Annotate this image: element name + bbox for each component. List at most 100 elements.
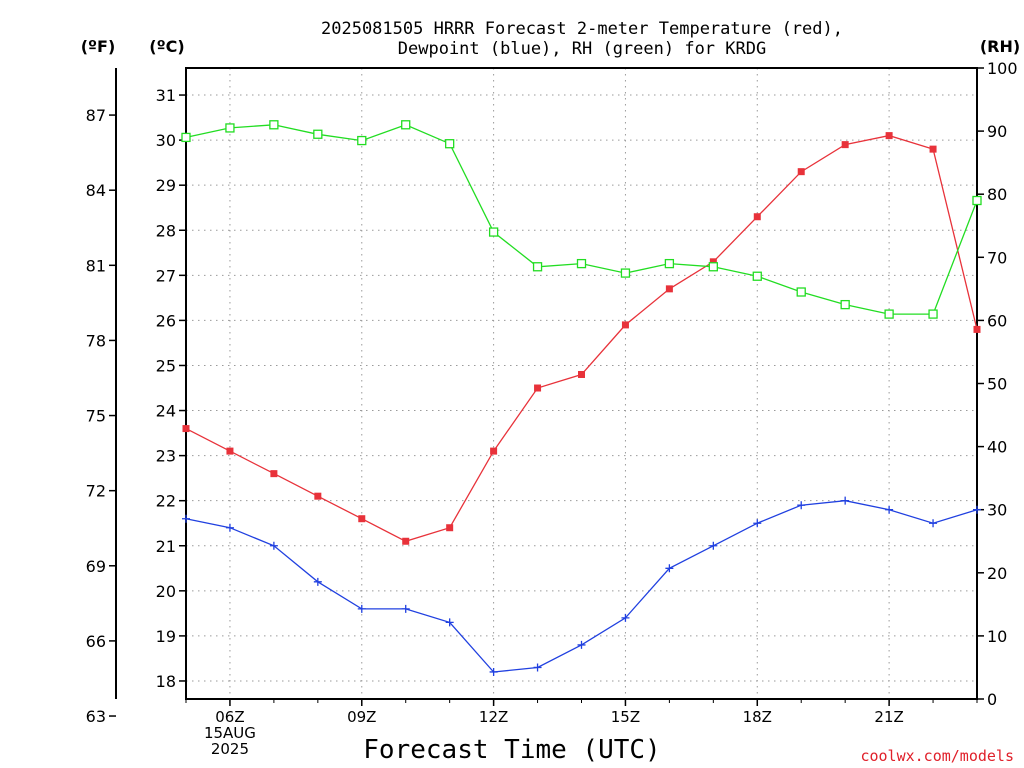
chart-title-line2: Dewpoint (blue), RH (green) for KRDG [398, 39, 766, 59]
x-tick-label: 12Z [479, 708, 508, 726]
dewpoint-point [709, 541, 718, 550]
fahrenheit-tick-label: 81 [86, 256, 106, 275]
rh-point [972, 195, 982, 206]
celsius-tick-label: 28 [156, 221, 176, 240]
rh-tick-label: 20 [987, 564, 1007, 583]
temperature-point [226, 447, 234, 455]
dewpoint-point [401, 604, 410, 613]
fahrenheit-tick-label: 72 [86, 482, 106, 501]
plot-frame [185, 67, 978, 700]
dewpoint-point [621, 613, 630, 622]
temperature-point [490, 447, 498, 455]
rh-point [488, 227, 499, 237]
rh-point [532, 262, 543, 272]
rh-tick-label: 0 [987, 690, 997, 709]
dewpoint-point [182, 514, 190, 523]
dewpoint-point [885, 505, 894, 514]
dewpoint-point [841, 496, 850, 505]
dewpoint-point [577, 640, 586, 649]
celsius-tick-label: 20 [156, 582, 176, 601]
series-group [181, 120, 982, 676]
temperature-point [797, 168, 805, 176]
x-tick-label: 15Z [611, 708, 640, 726]
rh-point [445, 139, 455, 149]
dewpoint-point [665, 564, 674, 573]
temperature-point [358, 515, 366, 523]
rh-tick-label: 50 [987, 375, 1007, 394]
celsius-unit-label: (ºC) [149, 37, 184, 56]
dewpoint-point [269, 541, 278, 550]
dewpoint-point [797, 501, 806, 510]
x-tick-label: 06Z [215, 708, 244, 726]
rh-tick-label: 40 [987, 438, 1007, 457]
rh-point [884, 309, 894, 319]
rh-point [401, 120, 411, 130]
fahrenheit-tick-label: 78 [86, 331, 106, 350]
credit-text: coolwx.com/models [860, 747, 1014, 765]
rh-tick-label: 10 [987, 627, 1007, 646]
rh-point [357, 135, 367, 146]
temperature-point [841, 141, 849, 149]
rh-point [796, 287, 806, 297]
x-tick-label: 09Z [347, 708, 376, 726]
rh-tick-label: 60 [987, 311, 1007, 330]
celsius-tick-label: 30 [156, 131, 176, 150]
rh-point [752, 271, 762, 281]
fahrenheit-tick-label: 84 [86, 181, 106, 200]
celsius-tick-label: 22 [156, 492, 176, 511]
temperature-point [885, 132, 893, 140]
celsius-tick-label: 29 [156, 176, 176, 195]
rh-point [225, 123, 235, 133]
dewpoint-point [533, 663, 542, 672]
celsius-tick-label: 24 [156, 402, 176, 421]
fahrenheit-tick-label: 66 [86, 632, 106, 651]
fahrenheit-tick-label: 75 [86, 407, 106, 426]
rh-tick-label: 90 [987, 122, 1007, 141]
fahrenheit-tick-label: 63 [86, 707, 106, 726]
axes: 18 19 20 21 22 23 24 25 26 27 28 29 30 31 63 66 69 72 75 78… [86, 59, 1018, 758]
temperature-point [709, 258, 717, 266]
dewpoint-point [225, 523, 234, 532]
celsius-tick-label: 23 [156, 447, 176, 466]
rh-line [185, 124, 978, 315]
rh-point [928, 309, 938, 319]
temperature-point [182, 425, 190, 433]
temperature-point [929, 145, 937, 153]
x-tick-label: 18Z [743, 708, 772, 726]
celsius-tick-label: 26 [156, 311, 176, 330]
celsius-tick-label: 19 [156, 627, 176, 646]
celsius-tick-label: 25 [156, 356, 176, 375]
temperature-point [314, 492, 322, 500]
temperature-point [621, 321, 629, 329]
dewpoint-point [973, 505, 981, 514]
temperature-point [578, 370, 585, 378]
rh-point [576, 258, 587, 269]
x-axis-label: Forecast Time (UTC) [363, 735, 660, 765]
temperature-point [973, 325, 981, 333]
dewpoint-point [357, 604, 366, 613]
dewpoint-point [489, 667, 498, 676]
celsius-tick-label: 27 [156, 266, 176, 285]
fahrenheit-unit-label: (ºF) [81, 37, 116, 56]
rh-tick-label: 70 [987, 248, 1007, 267]
chart-title-line1: 2025081505 HRRR Forecast 2-meter Tempera… [321, 19, 843, 39]
celsius-tick-label: 18 [156, 672, 176, 691]
rh-point [181, 132, 191, 143]
dewpoint-point [929, 519, 938, 528]
rh-point [708, 262, 718, 272]
temperature-point [665, 285, 673, 293]
grid-lines [186, 68, 977, 699]
rh-point [269, 120, 279, 130]
rh-point [620, 268, 631, 278]
temperature-point [270, 470, 278, 478]
rh-unit-label: (RH) [980, 37, 1020, 56]
x-tick-label: 2025 [211, 740, 249, 758]
rh-tick-label: 80 [987, 185, 1007, 204]
celsius-tick-label: 31 [156, 86, 176, 105]
fahrenheit-tick-label: 69 [86, 557, 106, 576]
dewpoint-point [313, 577, 322, 586]
temperature-point [446, 524, 454, 532]
rh-tick-label: 100 [987, 59, 1018, 78]
fahrenheit-tick-label: 87 [86, 106, 106, 125]
